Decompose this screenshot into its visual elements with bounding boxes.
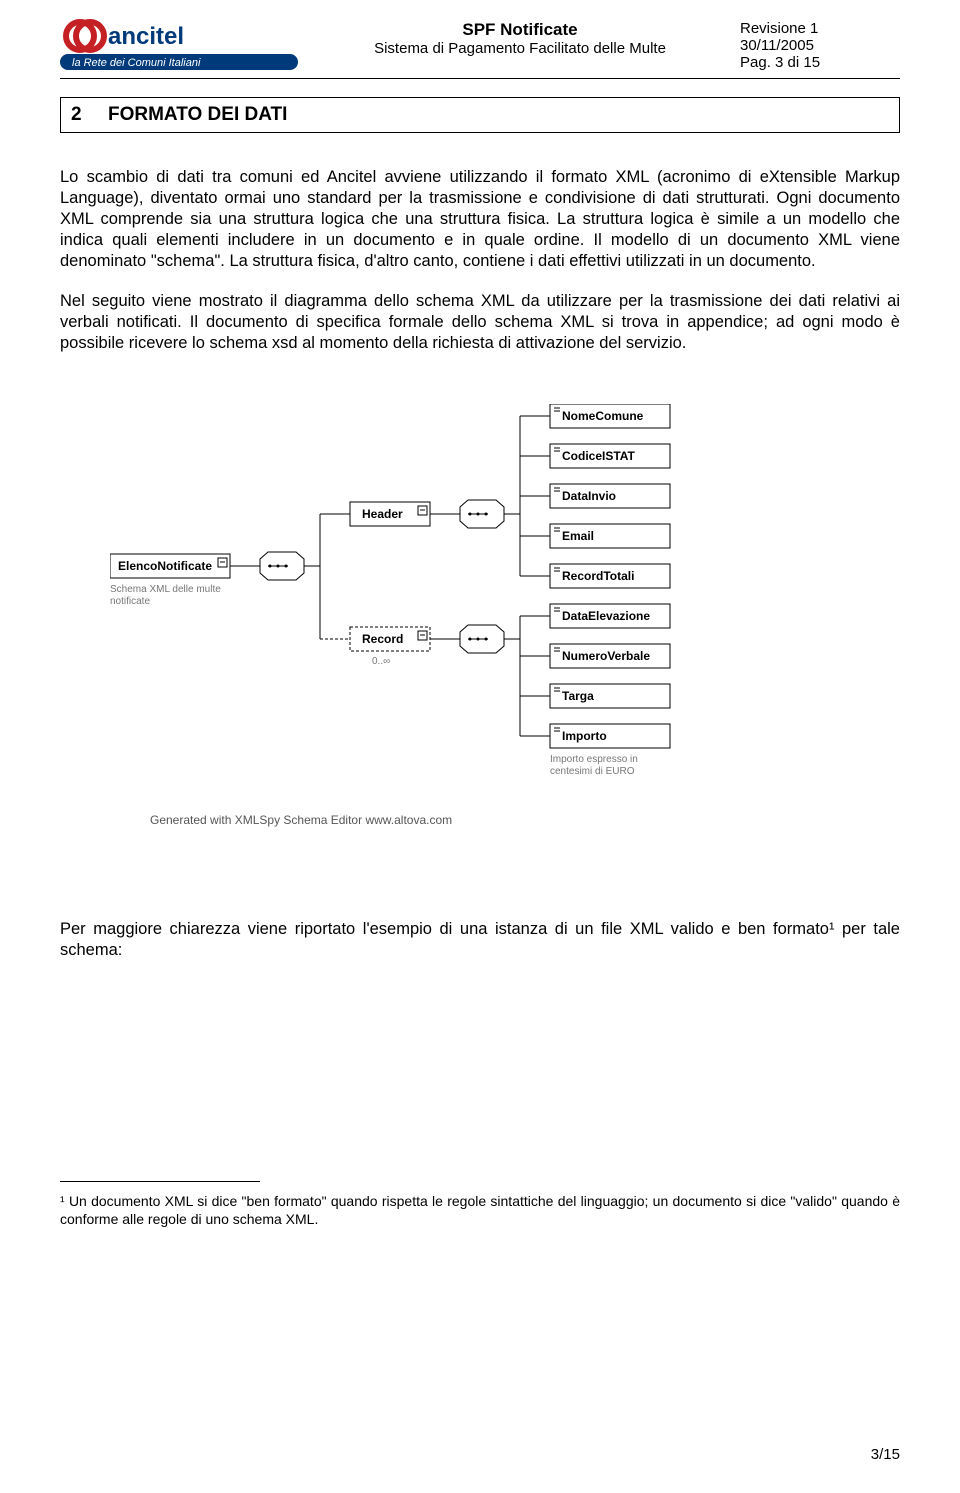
logo: ancitel la Rete dei Comuni Italiani bbox=[60, 18, 300, 72]
node-dataelevazione: DataElevazione bbox=[562, 609, 650, 623]
doc-subtitle: Sistema di Pagamento Facilitato delle Mu… bbox=[300, 40, 740, 57]
root-caption1: Schema XML delle multe bbox=[110, 584, 221, 595]
node-email: Email bbox=[562, 529, 594, 543]
node-datainvio: DataInvio bbox=[562, 489, 616, 503]
header-divider bbox=[60, 78, 900, 79]
doc-title: SPF Notificate bbox=[300, 20, 740, 40]
page-number: 3/15 bbox=[871, 1446, 900, 1463]
node-recordtotali: RecordTotali bbox=[562, 569, 634, 583]
section-heading: 2 FORMATO DEI DATI bbox=[60, 97, 900, 133]
node-numeroverbale: NumeroVerbale bbox=[562, 649, 650, 663]
logo-text: ancitel bbox=[108, 23, 184, 50]
node-record: Record bbox=[362, 632, 403, 646]
page-of-label: Pag. 3 di 15 bbox=[740, 54, 900, 71]
node-importo: Importo bbox=[562, 729, 607, 743]
ancitel-logo-icon: ancitel la Rete dei Comuni Italiani bbox=[60, 18, 300, 72]
record-mult: 0..∞ bbox=[372, 656, 390, 667]
node-root: ElencoNotificate bbox=[118, 559, 212, 573]
node-nomecomune: NomeComune bbox=[562, 409, 644, 423]
logo-tagline: la Rete dei Comuni Italiani bbox=[72, 57, 201, 69]
paragraph-1: Lo scambio di dati tra comuni ed Ancitel… bbox=[60, 167, 900, 273]
revision-label: Revisione 1 bbox=[740, 20, 900, 37]
page-header: ancitel la Rete dei Comuni Italiani SPF … bbox=[60, 18, 900, 72]
node-codiceistat: CodiceISTAT bbox=[562, 449, 636, 463]
paragraph-3: Per maggiore chiarezza viene riportato l… bbox=[60, 919, 900, 961]
footnote-divider bbox=[60, 1181, 260, 1182]
node-targa: Targa bbox=[562, 689, 594, 703]
paragraph-2: Nel seguito viene mostrato il diagramma … bbox=[60, 291, 900, 354]
node-header: Header bbox=[362, 507, 403, 521]
header-children: NomeComune CodiceISTAT DataInvio Email R… bbox=[520, 404, 670, 588]
date-label: 30/11/2005 bbox=[740, 37, 900, 54]
footnote-1: ¹ Un documento XML si dice "ben formato"… bbox=[60, 1192, 900, 1228]
header-titles: SPF Notificate Sistema di Pagamento Faci… bbox=[300, 18, 740, 57]
importo-caption2: centesimi di EURO bbox=[550, 766, 635, 777]
diagram-generator: Generated with XMLSpy Schema Editor www.… bbox=[150, 813, 452, 827]
schema-svg: ElencoNotificate Schema XML delle multe … bbox=[110, 404, 810, 874]
xml-schema-diagram: ElencoNotificate Schema XML delle multe … bbox=[110, 404, 900, 879]
section-number: 2 bbox=[71, 104, 82, 125]
root-caption2: notificate bbox=[110, 596, 150, 607]
section-title: FORMATO DEI DATI bbox=[108, 104, 287, 125]
header-meta: Revisione 1 30/11/2005 Pag. 3 di 15 bbox=[740, 18, 900, 71]
importo-caption1: Importo espresso in bbox=[550, 754, 638, 765]
record-children: DataElevazione NumeroVerbale Targa Impor… bbox=[520, 604, 670, 748]
